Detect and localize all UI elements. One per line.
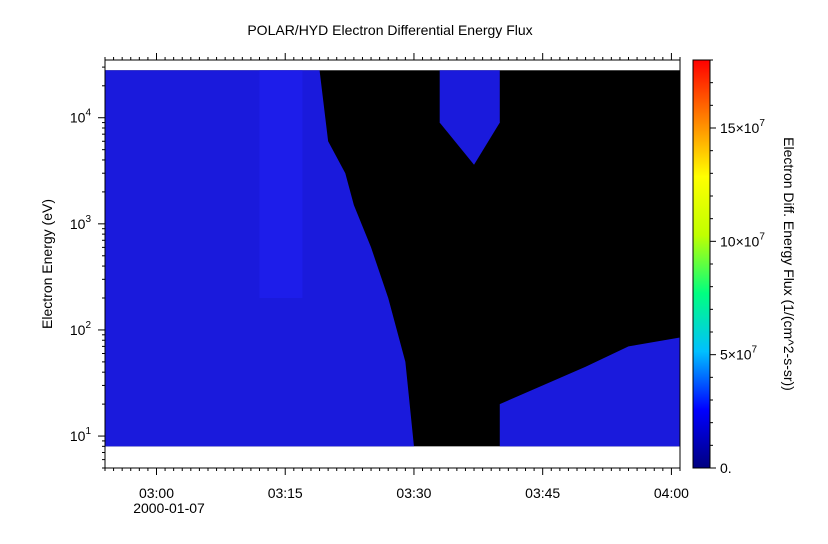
plot-frame [104, 59, 681, 469]
y-tick-mantissa: 10 [70, 110, 86, 126]
x-tick-label: 03:30 [396, 485, 431, 501]
y-tick-label: 103 [70, 214, 92, 232]
colorbar [692, 59, 711, 469]
heatmap-flux-band [259, 70, 303, 299]
x-axis-ticks: 03:00 03:15 03:30 03:45 04:00 [104, 53, 689, 501]
chart-title: POLAR/HYD Electron Differential Energy F… [247, 22, 532, 38]
colorbar-tick-mantissa: 5×10 [720, 347, 752, 363]
heatmap-flux-region-lower [499, 337, 680, 447]
colorbar-tick-label: 5×107 [720, 345, 758, 363]
heatmap-flux-region-upper [439, 70, 500, 165]
y-axis-label: Electron Energy (eV) [39, 199, 55, 329]
y-tick-mantissa: 10 [70, 428, 86, 444]
x-date-label: 2000-01-07 [133, 500, 205, 516]
x-tick-label: 03:45 [525, 485, 560, 501]
colorbar-tick-mantissa: 10×10 [720, 233, 760, 249]
heatmap-cells [105, 70, 680, 447]
colorbar-tick-mantissa: 15×10 [720, 120, 760, 136]
x-tick-label: 03:00 [139, 485, 174, 501]
colorbar-tick-label: 15×107 [720, 118, 765, 136]
y-tick-label: 101 [70, 426, 92, 444]
colorbar-tick-exponent: 7 [759, 231, 765, 242]
x-tick-label: 03:15 [268, 485, 303, 501]
y-tick-exponent: 1 [85, 426, 91, 437]
colorbar-tick-label: 0. [720, 460, 732, 476]
colorbar-tick-exponent: 7 [752, 345, 758, 356]
colorbar-gradient [693, 60, 710, 468]
x-tick-label: 04:00 [654, 485, 689, 501]
colorbar-tick-exponent: 7 [759, 118, 765, 129]
y-tick-mantissa: 10 [70, 216, 86, 232]
y-tick-exponent: 4 [85, 108, 91, 119]
colorbar-tick-label: 10×107 [720, 231, 765, 249]
y-tick-exponent: 2 [85, 320, 91, 331]
colorbar-label: Electron Diff. Energy Flux (1/(cm^2-s-sr… [781, 137, 797, 391]
y-tick-label: 102 [70, 320, 92, 338]
colorbar-tick-mantissa: 0. [720, 460, 732, 476]
y-tick-label: 104 [70, 108, 92, 126]
y-tick-mantissa: 10 [70, 322, 86, 338]
y-tick-exponent: 3 [85, 214, 91, 225]
